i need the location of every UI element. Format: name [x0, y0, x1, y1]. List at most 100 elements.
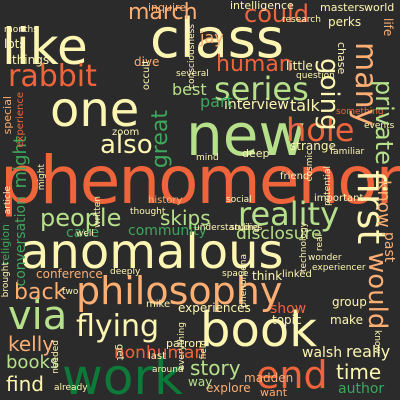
- word-past: past: [381, 232, 397, 263]
- word-really: really: [346, 342, 391, 361]
- word-technology: technology: [299, 222, 309, 272]
- word-life: life: [381, 18, 395, 37]
- word-interview: interview: [224, 97, 289, 113]
- word-going: going: [314, 58, 344, 131]
- word-cosmic: cosmic: [305, 150, 315, 182]
- word-private: private: [370, 80, 398, 165]
- word-wonder: wonder: [308, 253, 342, 263]
- word-needed: needed: [51, 340, 61, 374]
- word-rabbit: rabbit: [8, 59, 97, 94]
- word-via: via: [8, 293, 68, 339]
- word-like: like: [2, 18, 88, 76]
- word-world: world: [364, 1, 395, 14]
- word-social: social: [226, 195, 252, 205]
- word-history: history: [148, 195, 183, 206]
- word-mike: mike: [146, 299, 171, 310]
- word-great: great: [148, 110, 173, 169]
- word-work: work: [62, 348, 183, 400]
- word-understanding: understanding: [194, 223, 260, 233]
- word-things: things: [12, 53, 50, 67]
- word-phenomena: phenomena: [239, 254, 249, 308]
- word-back: back: [14, 280, 67, 305]
- word-perks: perks: [328, 15, 362, 29]
- word-everything: everything: [177, 322, 187, 371]
- word-madden: madden: [244, 371, 294, 385]
- word-two: two: [62, 287, 79, 297]
- word-occult: occult: [141, 60, 152, 91]
- word-show: show: [270, 301, 307, 317]
- word-would: would: [362, 252, 392, 330]
- word-cave: cave: [66, 225, 100, 241]
- word-way: way: [188, 375, 213, 389]
- word-time: time: [336, 360, 382, 384]
- word-religion: religion: [0, 224, 12, 265]
- word-something: something: [336, 107, 384, 117]
- word-deep: deep: [242, 147, 270, 160]
- word-friend: friend: [280, 171, 310, 182]
- word-jay: jay: [200, 28, 224, 47]
- word-lots: lots: [4, 37, 26, 51]
- word-end: end: [256, 353, 328, 397]
- word-familiar: familiar: [330, 147, 365, 157]
- word-important: important: [314, 193, 364, 204]
- word-inquire: inquire: [148, 1, 187, 14]
- word-best: best: [172, 80, 207, 99]
- word-topic: topic: [272, 313, 302, 327]
- word-also: also: [100, 130, 153, 160]
- word-one: one: [50, 82, 140, 138]
- word-experience: experience: [15, 92, 26, 148]
- word-intelligence: intelligence: [230, 0, 294, 12]
- word-might-small: might: [37, 164, 47, 191]
- word-part: part: [200, 92, 233, 111]
- word-anomalous: anomalous: [20, 224, 284, 280]
- word-first: first: [349, 170, 393, 245]
- word-march: march: [128, 0, 198, 25]
- word-talk: talk: [290, 96, 320, 115]
- word-skips: skips: [160, 206, 211, 230]
- word-experiencer: experiencer: [312, 263, 366, 273]
- word-know: know: [373, 180, 394, 228]
- word-experiences: experiences: [178, 301, 251, 315]
- word-several: several: [176, 69, 209, 79]
- word-events: events: [364, 121, 395, 131]
- word-human: human: [216, 52, 293, 77]
- word-already: already: [54, 383, 88, 393]
- word-last: last: [148, 351, 167, 362]
- word-nonhuman: nonhuman: [114, 343, 206, 363]
- word-studies: studies: [230, 223, 263, 233]
- word-consciousness: consciousness: [187, 24, 197, 89]
- word-book: book: [200, 302, 317, 358]
- word-question: question: [296, 71, 335, 81]
- word-philosophy: philosophy: [76, 269, 283, 313]
- word-chase: chase: [335, 42, 348, 75]
- word-strange: strange: [290, 139, 336, 153]
- word-zoom: zoom: [112, 127, 140, 138]
- word-months: months: [4, 25, 38, 35]
- word-linked: linked: [282, 269, 312, 280]
- word-article: article: [3, 186, 13, 215]
- word-dive: dive: [134, 55, 160, 69]
- word-reality: reality: [238, 195, 340, 233]
- word-class: class: [150, 7, 285, 70]
- word-walsh: walsh: [302, 345, 343, 361]
- word-many: many: [348, 42, 383, 127]
- word-thought: thought: [130, 207, 166, 217]
- word-books: books: [6, 352, 60, 373]
- word-find: find: [6, 372, 44, 396]
- word-want: want: [260, 386, 288, 399]
- word-little: little: [286, 59, 313, 73]
- word-real: real: [315, 234, 325, 252]
- word-written: written: [93, 196, 103, 228]
- word-group: group: [332, 295, 367, 309]
- word-hole: hole: [286, 111, 355, 149]
- word-conversation-v: conversation: [13, 196, 29, 287]
- word-author: author: [338, 381, 385, 397]
- word-phenomenon: phenomenon: [0, 142, 400, 219]
- word-space: space: [222, 269, 249, 279]
- word-mind: mind: [196, 153, 219, 163]
- word-people: people: [40, 204, 122, 232]
- word-flying: flying: [76, 309, 160, 344]
- word-story: story: [190, 356, 241, 380]
- word-kelly: kelly: [8, 332, 55, 356]
